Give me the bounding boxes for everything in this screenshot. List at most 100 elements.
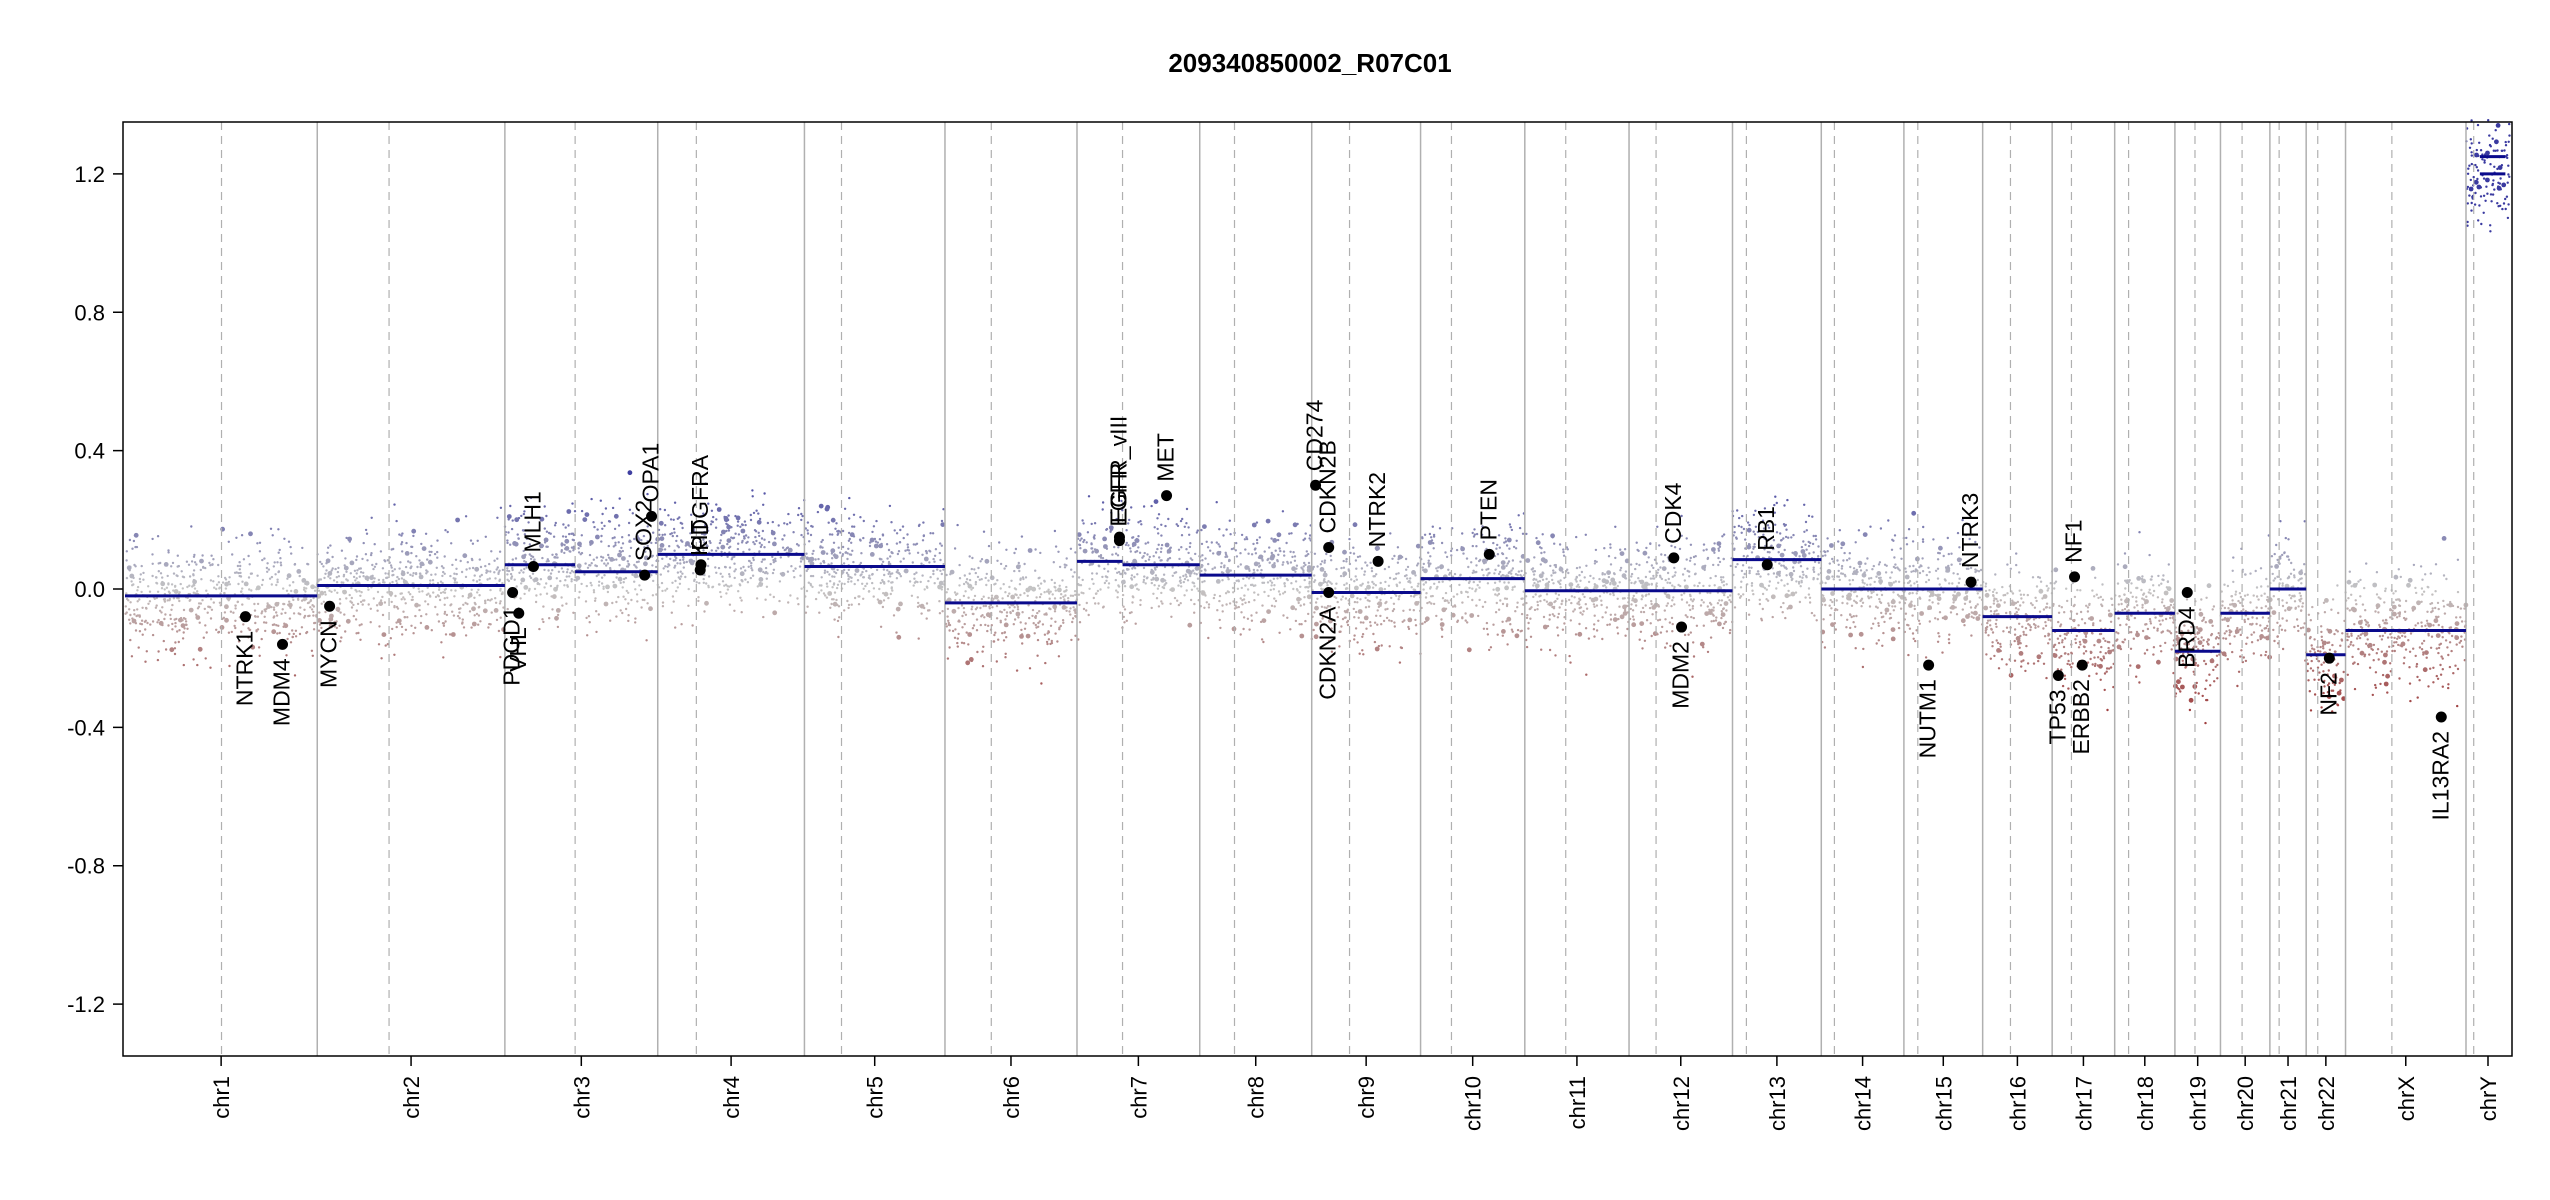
- probe-point-1440: [650, 555, 654, 558]
- probe-point-22: [180, 570, 183, 573]
- probe-point-4467: [1716, 541, 1722, 546]
- probe-point-320: [178, 629, 181, 632]
- probe-point-4326: [1664, 618, 1667, 621]
- probe-point-2335: [830, 562, 833, 565]
- probe-point-1611: [753, 542, 756, 546]
- probe-point-99: [201, 599, 204, 602]
- probe-point-2898: [1132, 565, 1136, 569]
- probe-point-440: [235, 571, 238, 574]
- probe-point-2248: [809, 556, 815, 562]
- probe-point-3430: [1380, 623, 1383, 626]
- probe-point-3973: [1424, 596, 1428, 599]
- probe-point-276: [270, 583, 273, 586]
- probe-point-4137: [1553, 542, 1556, 545]
- probe-point-1889: [739, 596, 742, 599]
- probe-point-3077: [1253, 591, 1256, 594]
- probe-point-1791: [755, 539, 758, 543]
- probe-point-411: [193, 561, 197, 564]
- probe-point-2600: [1057, 655, 1061, 658]
- probe-point-3615: [1395, 583, 1398, 586]
- probe-point-4772: [1807, 587, 1811, 590]
- probe-point-4755: [1793, 551, 1798, 556]
- probe-point-1836: [750, 567, 753, 570]
- probe-point-3625: [1358, 652, 1361, 655]
- probe-point-797: [364, 528, 368, 532]
- probe-point-1603: [720, 550, 723, 554]
- probe-point-1429: [624, 598, 627, 601]
- probe-point-1941: [920, 612, 923, 615]
- probe-point-4185: [1556, 616, 1560, 619]
- probe-point-3227: [1212, 596, 1216, 600]
- probe-point-2964: [1144, 559, 1147, 563]
- probe-point-4681: [1814, 534, 1818, 538]
- probe-point-1945: [883, 591, 889, 597]
- probe-point-491: [261, 578, 265, 582]
- probe-point-3368: [1232, 591, 1235, 594]
- probe-point-1455: [651, 564, 654, 567]
- probe-point-2949: [1077, 593, 1081, 596]
- probe-point-2292: [882, 581, 886, 584]
- probe-point-4600: [1802, 540, 1805, 543]
- probe-point-2424: [1009, 611, 1012, 614]
- probe-point-1269: [541, 618, 544, 621]
- probe-point-3076: [1213, 593, 1216, 597]
- probe-point-400: [237, 640, 241, 643]
- probe-point-3199: [1235, 541, 1238, 545]
- probe-point-3953: [1436, 569, 1439, 573]
- probe-point-2883: [1132, 536, 1135, 539]
- probe-point-786: [362, 571, 365, 574]
- probe-point-3416: [1354, 559, 1358, 562]
- probe-point-3404: [1396, 561, 1400, 564]
- probe-point-3382: [1320, 605, 1324, 608]
- probe-point-3626: [1376, 609, 1379, 612]
- probe-point-3653: [1379, 604, 1382, 607]
- probe-point-1785: [739, 567, 743, 570]
- probe-point-4484: [1693, 573, 1697, 576]
- probe-point-2992: [1196, 529, 1200, 532]
- probe-point-4339: [1633, 598, 1638, 604]
- probe-point-3971: [1459, 573, 1462, 576]
- probe-point-215: [198, 621, 201, 624]
- probe-point-217: [212, 601, 215, 604]
- probe-point-4318: [1650, 602, 1653, 606]
- probe-point-2810: [1093, 522, 1097, 525]
- probe-point-1926: [725, 592, 728, 595]
- probe-point-2430: [1034, 548, 1037, 551]
- probe-point-2678: [1005, 636, 1008, 639]
- probe-point-3058: [1157, 584, 1161, 587]
- probe-point-1071: [425, 572, 428, 575]
- probe-point-776: [331, 555, 334, 559]
- probe-point-1343: [564, 546, 570, 551]
- probe-point-962: [442, 591, 445, 594]
- probe-point-342: [238, 568, 241, 571]
- probe-point-2084: [887, 572, 890, 576]
- probe-point-2690: [1056, 640, 1059, 643]
- probe-point-4917: [1889, 576, 1892, 579]
- probe-point-2682: [982, 604, 985, 608]
- probe-point-4873: [1842, 559, 1845, 562]
- probe-point-3605: [1376, 602, 1380, 605]
- probe-point-728: [431, 579, 435, 582]
- probe-point-879: [425, 569, 428, 572]
- probe-point-3281: [1304, 554, 1307, 558]
- probe-point-4814: [1811, 515, 1814, 518]
- probe-point-1587: [776, 550, 780, 554]
- probe-point-4933: [1877, 624, 1881, 627]
- probe-point-989: [475, 612, 479, 616]
- probe-point-154: [164, 648, 168, 651]
- probe-point-439: [303, 614, 307, 618]
- probe-point-1040: [356, 569, 359, 572]
- probe-point-30: [169, 617, 172, 621]
- probe-point-824: [473, 601, 476, 605]
- probe-point-3119: [1286, 562, 1290, 565]
- probe-point-893: [478, 605, 481, 609]
- probe-point-4236: [1552, 582, 1555, 585]
- probe-point-3308: [1291, 555, 1294, 559]
- probe-point-333: [145, 607, 148, 610]
- probe-point-2508: [1062, 595, 1065, 598]
- probe-point-2185: [876, 541, 879, 544]
- probe-point-404: [224, 587, 228, 590]
- probe-point-4778: [1817, 561, 1821, 564]
- probe-point-1883: [734, 532, 737, 535]
- probe-point-433: [182, 617, 186, 620]
